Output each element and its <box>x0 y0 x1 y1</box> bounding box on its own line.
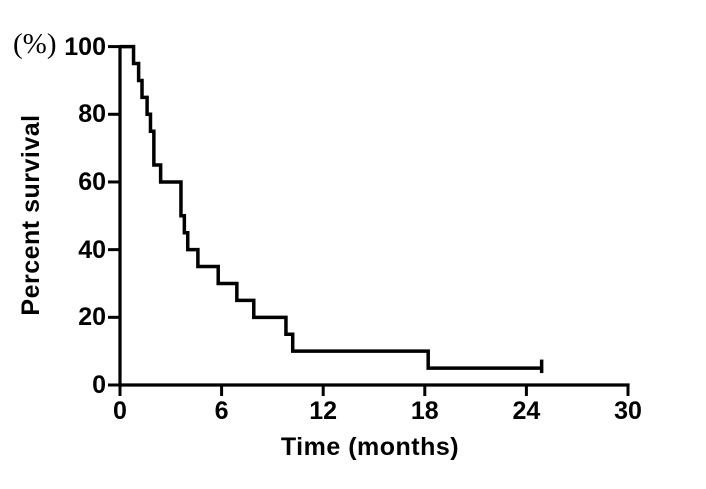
y-tick-label-40: 40 <box>78 235 106 264</box>
x-tick-label-24: 24 <box>512 397 541 425</box>
x-tick-label-6: 6 <box>214 397 229 425</box>
y-axis-title: Percent survival <box>17 114 45 316</box>
y-tick-label-20: 20 <box>78 303 106 332</box>
y-tick-label-100: 100 <box>64 32 106 61</box>
x-axis-title: Time (months) <box>280 433 460 461</box>
x-tick-label-18: 18 <box>410 397 439 425</box>
y-tick-label-0: 0 <box>92 371 106 399</box>
x-tick-label-0: 0 <box>113 397 127 425</box>
x-tick-label-12: 12 <box>309 397 338 425</box>
y-axis-unit-label: (%) <box>13 28 57 60</box>
y-tick-label-60: 60 <box>78 167 106 196</box>
survival-curve <box>120 44 542 370</box>
x-tick-label-30: 30 <box>614 397 642 425</box>
y-tick-label-80: 80 <box>78 100 106 129</box>
